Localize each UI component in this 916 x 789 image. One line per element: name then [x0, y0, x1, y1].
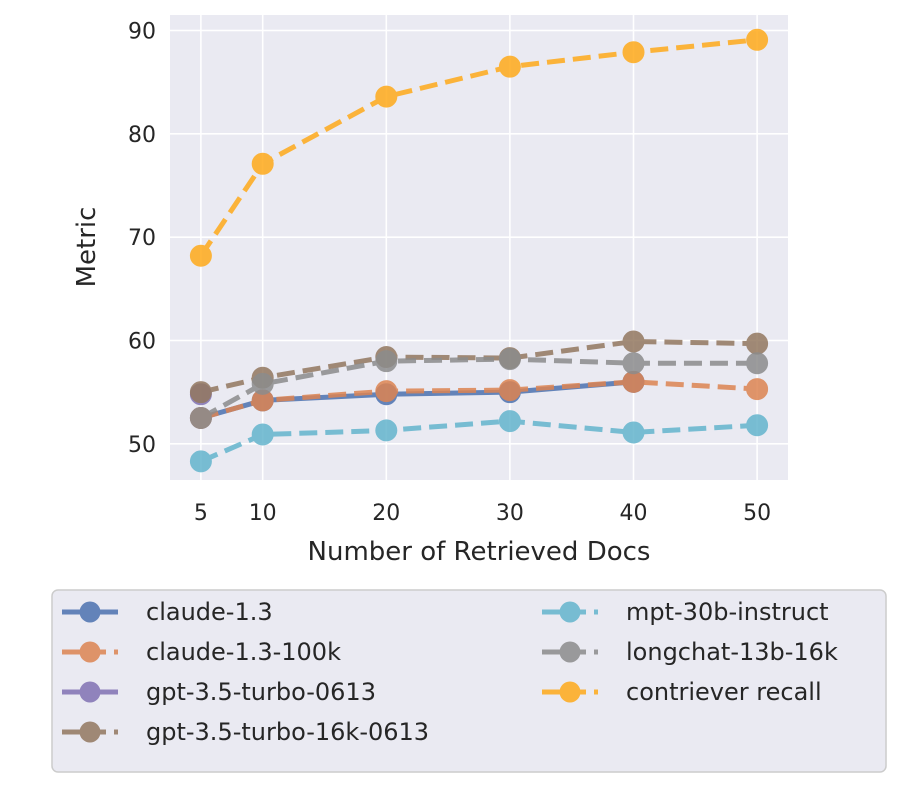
data-point	[622, 370, 645, 393]
legend-swatch-marker	[79, 721, 101, 743]
x-tick-label: 10	[249, 501, 277, 526]
legend-frame	[51, 589, 887, 773]
data-point	[622, 421, 645, 444]
legend-item	[542, 641, 598, 663]
data-point	[375, 85, 398, 108]
legend-item	[62, 641, 118, 663]
series-contriever-recall	[189, 28, 769, 267]
data-point	[746, 28, 769, 51]
data-point	[189, 450, 212, 473]
legend-item	[542, 681, 598, 703]
legend-label: mpt-30b-instruct	[626, 598, 829, 626]
data-point	[251, 372, 274, 395]
series-longchat-13b-16k	[189, 348, 769, 429]
legend-swatch-marker	[559, 681, 581, 703]
y-tick-label: 80	[128, 123, 156, 148]
data-point	[189, 381, 212, 404]
legend-item	[542, 601, 598, 623]
legend-swatch-marker	[79, 641, 101, 663]
data-point	[746, 352, 769, 375]
data-point	[622, 352, 645, 375]
legend: claude-1.3 claude-1.3-100k gpt-3.5-turbo-0…	[51, 589, 887, 773]
legend-label: claude-1.3-100k	[146, 638, 341, 666]
x-tick-label: 20	[372, 501, 400, 526]
data-point	[189, 244, 212, 267]
legend-item	[62, 601, 118, 623]
legend-label: gpt-3.5-turbo-0613	[146, 678, 376, 706]
legend-item	[62, 721, 118, 743]
data-point	[622, 41, 645, 64]
legend-swatch-marker	[79, 681, 101, 703]
legend-label: claude-1.3	[146, 598, 273, 626]
legend-item	[62, 681, 118, 703]
series-group	[189, 28, 769, 473]
data-point	[498, 348, 521, 371]
legend-swatch-marker	[559, 641, 581, 663]
data-point	[375, 419, 398, 442]
y-axis-label: Metric	[72, 207, 102, 288]
x-axis-label: Number of Retrieved Docs	[308, 537, 651, 567]
data-point	[746, 332, 769, 355]
data-point	[746, 414, 769, 437]
series-line	[199, 418, 758, 464]
y-tick-label: 70	[128, 226, 156, 251]
series-line	[198, 37, 758, 258]
y-tick-label: 60	[128, 330, 156, 355]
data-point	[375, 350, 398, 373]
series-mpt-30b-instruct	[189, 410, 769, 473]
series-claude-1-3-100k	[189, 370, 769, 429]
data-point	[498, 55, 521, 78]
data-point	[189, 407, 212, 429]
x-tick-label: 5	[194, 501, 208, 526]
legend-label: gpt-3.5-turbo-16k-0613	[146, 718, 429, 746]
y-tick-label: 90	[128, 20, 156, 45]
legend-label: contriever recall	[626, 678, 822, 706]
legend-label: longchat-13b-16k	[626, 638, 838, 666]
legend-swatch-marker	[559, 601, 581, 623]
data-point	[498, 379, 521, 402]
data-point	[251, 152, 274, 175]
legend-swatch-marker	[79, 601, 101, 623]
x-tick-label: 30	[496, 501, 524, 526]
data-point	[498, 410, 521, 433]
series-line	[199, 356, 758, 421]
data-point	[251, 423, 274, 446]
data-point	[375, 380, 398, 403]
y-tick-label: 50	[128, 433, 156, 458]
data-point	[746, 378, 769, 401]
tick-labels: 5 10 20 30 40 50 50 60 70 80 90	[128, 20, 771, 527]
x-tick-label: 50	[743, 501, 771, 526]
x-tick-label: 40	[620, 501, 648, 526]
data-point	[622, 330, 645, 353]
